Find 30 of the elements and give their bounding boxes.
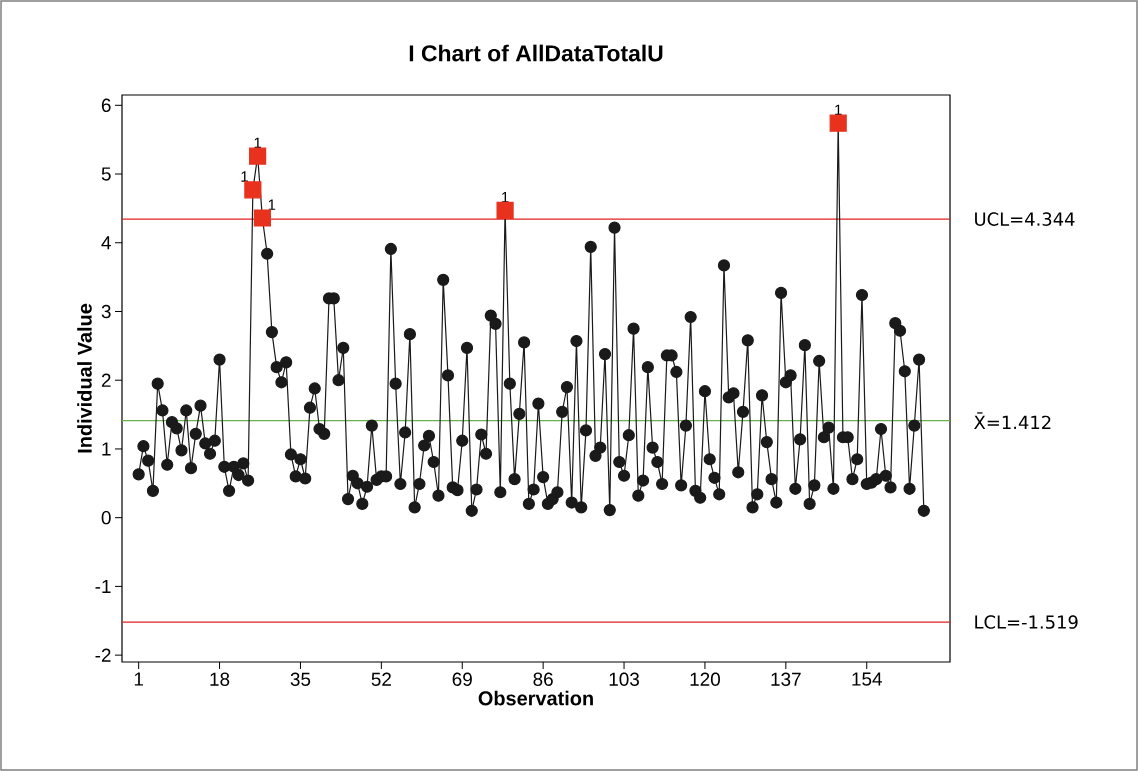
x-tick-label: 52 <box>371 672 391 686</box>
y-tick-label: 6 <box>101 98 111 112</box>
x-tick-label: 154 <box>852 672 882 686</box>
ref-line-label: LCL=-1.519 <box>975 615 1078 629</box>
x-axis-title: Observation <box>478 690 593 706</box>
annotation: 1 <box>835 104 842 115</box>
y-tick-label: 5 <box>101 167 111 181</box>
y-tick-label: -1 <box>95 579 111 593</box>
x-tick-label: 137 <box>771 672 801 686</box>
y-tick-label: 0 <box>101 510 111 525</box>
y-axis-title: Individual Value <box>77 303 92 453</box>
ref-line-label: UCL=4.344 <box>975 212 1075 226</box>
annotation: 1 <box>502 191 509 203</box>
x-tick-label: 35 <box>290 672 311 686</box>
x-tick-label: 86 <box>533 672 553 686</box>
x-tick-label: 18 <box>210 672 230 686</box>
y-tick-label: 1 <box>102 442 111 456</box>
annotation: 1 <box>254 137 262 148</box>
y-tick-label: -2 <box>95 648 111 662</box>
ref-line-label: X̄=1.412 <box>974 412 1051 429</box>
y-tick-label: 3 <box>101 304 111 319</box>
y-tick-label: 4 <box>101 236 111 250</box>
chart-title: I Chart of AllDataTotalU <box>409 44 663 62</box>
x-tick-label: 103 <box>609 672 639 686</box>
x-tick-label: 1 <box>134 672 143 686</box>
annotation: 1 <box>241 171 248 182</box>
x-tick-label: 120 <box>690 672 720 686</box>
x-tick-label: 69 <box>452 672 472 686</box>
annotation: 1 <box>268 199 276 210</box>
y-tick-label: 2 <box>101 373 111 387</box>
